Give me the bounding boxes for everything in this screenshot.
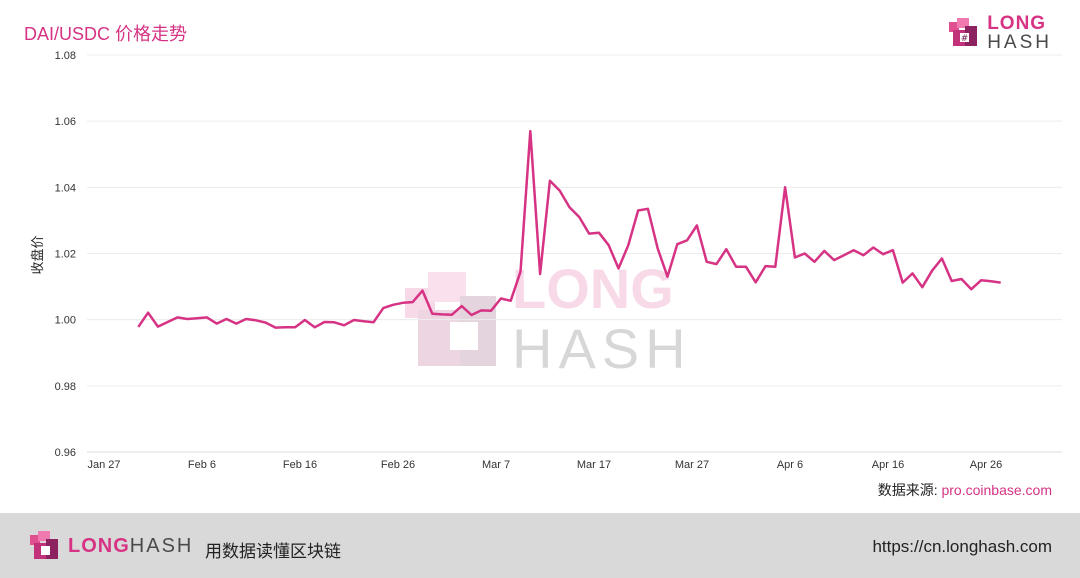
- data-source: 数据来源: pro.coinbase.com: [878, 480, 1052, 500]
- footer-bar: LONGHASH 用数据读懂区块链 https://cn.longhash.co…: [0, 513, 1080, 578]
- watermark-text-bottom: HASH: [512, 317, 692, 380]
- longhash-watermark: LONG HASH: [405, 257, 692, 380]
- x-tick-label: Jan 27: [87, 459, 120, 471]
- logo-text-top: LONG: [987, 13, 1047, 34]
- x-tick-label: Feb 26: [381, 459, 415, 471]
- y-tick-label: 0.96: [55, 447, 76, 459]
- series-line: [137, 129, 1001, 329]
- footer-brand: LONGHASH: [28, 529, 193, 563]
- y-axis-label: 收盘价: [30, 235, 45, 274]
- x-tick-label: Apr 16: [872, 459, 904, 471]
- x-tick-label: Apr 6: [777, 459, 803, 471]
- footer-brand-hash: HASH: [129, 534, 194, 557]
- x-tick-label: Feb 16: [283, 459, 317, 471]
- x-axis-ticks: Jan 27 Feb 6 Feb 16 Feb 26 Mar 7 Mar 17 Mar 27…: [87, 451, 1062, 471]
- footer-slogan: 用数据读懂区块链: [205, 542, 341, 561]
- y-tick-label: 1.08: [55, 50, 76, 62]
- x-tick-label: Feb 6: [188, 459, 216, 471]
- line-chart: LONG HASH 0.96 0.98 1.00 1.02 1.04 1.06 1.08 J…: [30, 50, 1062, 471]
- footer-brand-long: LONG: [68, 534, 130, 557]
- footer-cube-icon: [30, 531, 58, 559]
- x-tick-label: Mar 27: [675, 459, 709, 471]
- watermark-text-top: LONG: [512, 257, 674, 320]
- x-tick-label: Mar 7: [482, 459, 510, 471]
- y-tick-label: 1.06: [55, 116, 76, 128]
- y-tick-label: 1.04: [55, 182, 76, 194]
- x-tick-label: Mar 17: [577, 459, 611, 471]
- logo-text-bottom: HASH: [987, 32, 1052, 53]
- y-tick-label: 1.02: [55, 249, 76, 261]
- x-tick-label: Apr 26: [970, 459, 1002, 471]
- source-label: 数据来源:: [877, 482, 938, 498]
- chart-title: DAI/USDC 价格走势: [24, 24, 188, 44]
- footer-website-link[interactable]: https://cn.longhash.com: [872, 537, 1052, 556]
- y-tick-label: 1.00: [55, 315, 76, 327]
- longhash-logo: # LONG HASH: [947, 14, 1052, 52]
- svg-text:#: #: [961, 34, 969, 44]
- longhash-cube-icon: #: [949, 18, 978, 46]
- y-tick-label: 0.98: [55, 381, 76, 393]
- source-link[interactable]: pro.coinbase.com: [941, 482, 1052, 498]
- y-axis-ticks: 0.96 0.98 1.00 1.02 1.04 1.06 1.08: [55, 50, 76, 459]
- grid-lines: [87, 54, 1062, 453]
